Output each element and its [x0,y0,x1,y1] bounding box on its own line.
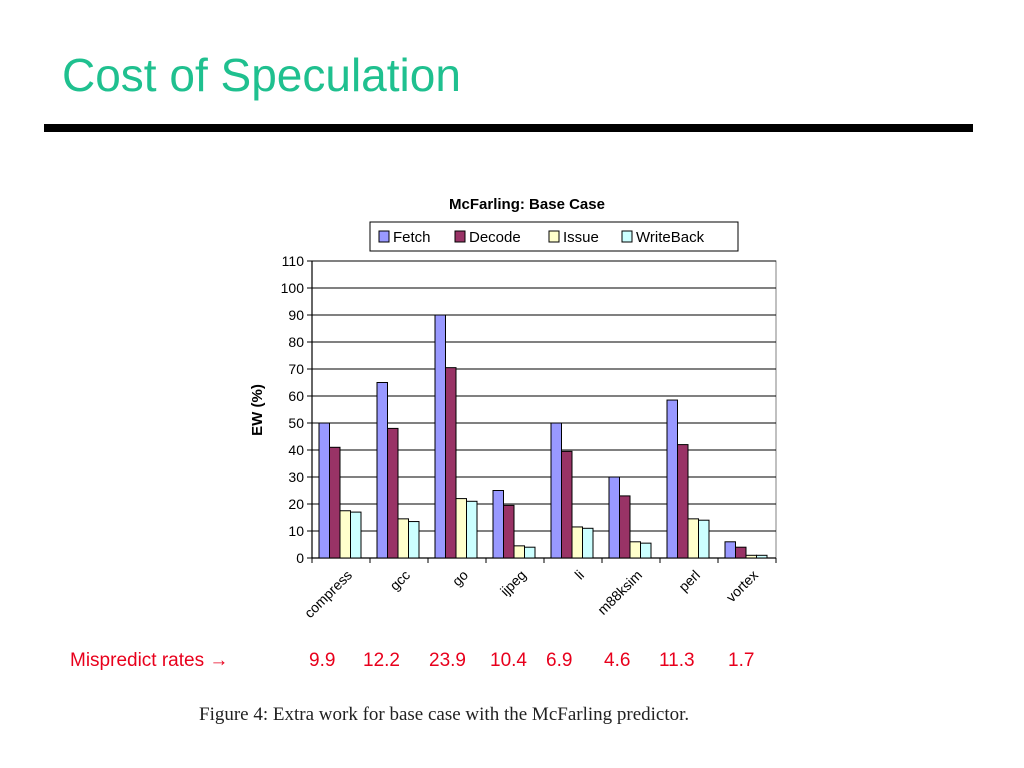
bar-m88ksim-issue [629,541,641,559]
slide-title: Cost of Speculation [62,49,461,101]
bar-compress-fetch [318,422,330,559]
bar-vortex-decode [735,546,747,559]
y-tick-label: 100 [281,280,305,296]
bar-li-fetch [550,422,562,559]
mispredict-value-go: 23.9 [429,650,466,671]
figure-caption: Figure 4: Extra work for base case with … [199,704,690,725]
x-tick-label-m88ksim: m88ksim [594,567,645,618]
bar-go-fetch [434,314,446,559]
y-tick-label: 70 [288,361,304,377]
mispredict-value-vortex: 1.7 [728,650,755,671]
y-tick-label: 10 [288,523,304,539]
bar-perl-fetch [666,399,678,559]
x-tick-label-vortex: vortex [723,567,761,605]
legend-swatch-writeback [621,230,633,243]
y-tick-label: 30 [288,469,304,485]
x-tick-label-li: li [571,567,587,583]
title-rule [44,124,973,132]
legend-label-decode: Decode [469,229,521,246]
y-tick-label: 40 [288,442,304,458]
x-tick-label-ijpeg: ijpeg [497,567,529,599]
mispredict-value-compress: 9.9 [309,650,336,671]
x-tick-label-perl: perl [675,567,703,595]
bar-go-decode [445,367,457,559]
bar-li-issue [571,526,583,559]
mispredict-value-ijpeg: 10.4 [490,650,527,671]
y-tick-label: 60 [288,388,304,404]
legend-swatch-issue [548,230,560,243]
bar-vortex-writeback [756,554,768,559]
mispredict-value-gcc: 12.2 [363,650,400,671]
legend-swatch-fetch [378,230,390,243]
bar-gcc-writeback [408,521,420,559]
bar-go-issue [455,498,467,559]
bar-li-decode [561,450,573,559]
y-axis-label: EW (%) [249,384,266,436]
bar-vortex-fetch [724,541,736,559]
x-tick-label-gcc: gcc [386,567,413,594]
bar-m88ksim-decode [619,495,631,559]
bar-perl-decode [677,444,689,559]
legend-label-fetch: Fetch [393,229,431,246]
bar-m88ksim-writeback [640,542,652,559]
bar-vortex-issue [745,554,757,559]
legend-label-writeback: WriteBack [636,229,705,246]
bar-compress-decode [329,446,341,559]
bar-compress-issue [339,510,351,559]
bar-ijpeg-decode [503,504,515,559]
y-tick-label: 50 [288,415,304,431]
y-tick-label: 80 [288,334,304,350]
bar-ijpeg-issue [513,545,525,559]
x-tick-label-go: go [449,567,471,589]
mispredict-value-m88ksim: 4.6 [604,650,631,671]
legend-swatch-decode [454,230,466,243]
bar-m88ksim-fetch [608,476,620,559]
y-tick-label: 0 [296,550,304,566]
y-tick-label: 20 [288,496,304,512]
bar-ijpeg-fetch [492,490,504,559]
bar-compress-writeback [350,511,362,559]
mispredict-value-li: 6.9 [546,650,573,671]
bar-perl-writeback [698,519,710,559]
bar-go-writeback [466,500,478,559]
x-tick-label-compress: compress [301,567,355,621]
chart-title: McFarling: Base Case [449,196,605,213]
bar-gcc-fetch [376,382,388,559]
y-tick-label: 110 [282,253,305,269]
y-tick-label: 90 [288,307,304,323]
bar-perl-issue [687,518,699,559]
legend-label-issue: Issue [563,229,599,246]
bar-gcc-decode [387,427,399,559]
bar-gcc-issue [397,518,409,559]
bar-ijpeg-writeback [524,546,536,559]
bar-li-writeback [582,527,594,559]
mispredict-value-perl: 11.3 [659,650,695,671]
mispredict-label: Mispredict rates → [70,650,229,671]
